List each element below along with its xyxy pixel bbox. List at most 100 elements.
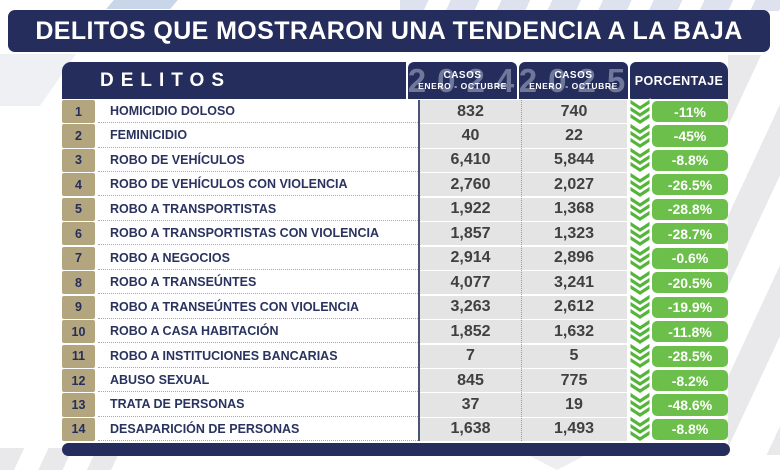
porcentaje-label: PORCENTAJE bbox=[634, 73, 724, 88]
row-number-badge: 12 bbox=[62, 368, 95, 393]
cases-2024-value: 845 bbox=[420, 368, 521, 393]
percentage-badge: -19.9% bbox=[652, 296, 728, 318]
cases-2024-value: 1,857 bbox=[420, 222, 521, 246]
cases-2024-value: 1,922 bbox=[420, 197, 521, 221]
percentage-badge: -8.8% bbox=[652, 418, 728, 440]
percentage-badge: -20.5% bbox=[652, 272, 728, 294]
crime-name: ROBO A TRANSPORTISTAS bbox=[98, 197, 420, 221]
trend-down-icon bbox=[627, 244, 652, 272]
cases-2025-value: 1,632 bbox=[521, 320, 627, 344]
trend-down-icon bbox=[627, 293, 652, 321]
crime-name: ROBO A TRANSEÚNTES CON VIOLENCIA bbox=[98, 295, 420, 319]
table-row: 3 ROBO DE VEHÍCULOS 6,410 5,844 -8.8% bbox=[62, 146, 728, 174]
row-number-badge: 6 bbox=[62, 222, 95, 246]
cases-2025-value: 5 bbox=[521, 344, 627, 368]
row-number-badge: 5 bbox=[62, 197, 95, 221]
cases-2025-value: 3,241 bbox=[521, 271, 627, 295]
trend-down-icon bbox=[627, 342, 652, 370]
table-row: 6 ROBO A TRANSPORTISTAS CON VIOLENCIA 1,… bbox=[62, 219, 728, 247]
trend-down-icon bbox=[627, 146, 652, 174]
column-header-casos-2025: 2025 CASOS ENERO - OCTUBRE bbox=[519, 62, 628, 99]
row-number-badge: 14 bbox=[62, 417, 95, 441]
cases-2025-value: 5,844 bbox=[521, 148, 627, 172]
table-row: 10 ROBO A CASA HABITACIÓN 1,852 1,632 -1… bbox=[62, 317, 728, 345]
percentage-badge: -28.8% bbox=[652, 198, 728, 220]
table-row: 4 ROBO DE VEHÍCULOS CON VIOLENCIA 2,760 … bbox=[62, 170, 728, 198]
table-row: 9 ROBO A TRANSEÚNTES CON VIOLENCIA 3,263… bbox=[62, 293, 728, 321]
crime-name: DESAPARICIÓN DE PERSONAS bbox=[98, 417, 420, 441]
diagonal-stripes-right bbox=[728, 55, 780, 455]
cases-2024-value: 40 bbox=[420, 124, 521, 148]
blue-stripe-top-left bbox=[106, 0, 178, 9]
percentage-badge: -26.5% bbox=[652, 174, 728, 196]
table-row: 1 HOMICIDIO DOLOSO 832 740 -11% bbox=[62, 97, 728, 125]
ghost-year-2024: 2024 bbox=[408, 62, 517, 99]
crime-name: ROBO A TRANSPORTISTAS CON VIOLENCIA bbox=[98, 222, 420, 246]
casos-label: CASOS bbox=[443, 70, 482, 81]
trend-down-icon bbox=[627, 317, 652, 345]
cases-2025-value: 19 bbox=[521, 393, 627, 417]
percentage-badge: -8.2% bbox=[652, 369, 728, 392]
cases-2025-value: 1,323 bbox=[521, 222, 627, 246]
divider-solid bbox=[418, 100, 420, 441]
casos-sublabel: ENERO - OCTUBRE bbox=[418, 81, 507, 91]
table-row: 8 ROBO A TRANSEÚNTES 4,077 3,241 -20.5% bbox=[62, 268, 728, 296]
row-number-badge: 9 bbox=[62, 295, 95, 319]
casos-label: CASOS bbox=[554, 70, 593, 81]
row-number-badge: 2 bbox=[62, 124, 95, 148]
crime-name: ROBO A CASA HABITACIÓN bbox=[98, 320, 420, 344]
row-number-badge: 3 bbox=[62, 148, 95, 172]
ghost-year-2025: 2025 bbox=[519, 62, 628, 99]
cases-2025-value: 775 bbox=[521, 368, 627, 393]
percentage-badge: -28.7% bbox=[652, 223, 728, 245]
cases-2024-value: 2,914 bbox=[420, 246, 521, 270]
table-row: 2 FEMINICIDIO 40 22 -45% bbox=[62, 122, 728, 150]
percentage-badge: -48.6% bbox=[652, 394, 728, 416]
crime-name: TRATA DE PERSONAS bbox=[98, 393, 420, 417]
page-title: DELITOS QUE MOSTRARON UNA TENDENCIA A LA… bbox=[35, 16, 743, 45]
table-row: 5 ROBO A TRANSPORTISTAS 1,922 1,368 -28.… bbox=[62, 195, 728, 223]
trend-down-icon bbox=[627, 219, 652, 247]
column-header-porcentaje: PORCENTAJE bbox=[630, 62, 728, 99]
percentage-badge: -28.5% bbox=[652, 345, 728, 367]
casos-sublabel: ENERO - OCTUBRE bbox=[529, 81, 618, 91]
cases-2025-value: 740 bbox=[521, 100, 627, 124]
column-header-delitos: DELITOS bbox=[62, 62, 406, 99]
cases-2024-value: 7 bbox=[420, 344, 521, 368]
cases-2025-value: 22 bbox=[521, 124, 627, 148]
percentage-badge: -8.8% bbox=[652, 149, 728, 171]
trend-down-icon bbox=[627, 97, 652, 125]
row-number-badge: 4 bbox=[62, 173, 95, 197]
crime-name: ABUSO SEXUAL bbox=[98, 368, 420, 393]
table-body: 1 HOMICIDIO DOLOSO 832 740 -11% 2 FEMINI… bbox=[62, 97, 728, 443]
row-number-badge: 7 bbox=[62, 246, 95, 270]
row-number-badge: 1 bbox=[62, 100, 95, 124]
row-number-badge: 11 bbox=[62, 344, 95, 368]
column-header-casos-2024: 2024 CASOS ENERO - OCTUBRE bbox=[408, 62, 517, 99]
cases-2024-value: 832 bbox=[420, 100, 521, 124]
crime-name: FEMINICIDIO bbox=[98, 124, 420, 148]
trend-down-icon bbox=[627, 391, 652, 419]
delitos-label: DELITOS bbox=[100, 69, 231, 91]
divider-dotted bbox=[521, 100, 522, 441]
percentage-badge: -11.8% bbox=[652, 321, 728, 343]
percentage-badge: -11% bbox=[652, 101, 728, 123]
trend-down-icon bbox=[627, 170, 652, 198]
percentage-badge: -0.6% bbox=[652, 247, 728, 269]
crime-name: HOMICIDIO DOLOSO bbox=[98, 100, 420, 124]
crime-name: ROBO DE VEHÍCULOS bbox=[98, 148, 420, 172]
cases-2025-value: 2,612 bbox=[521, 295, 627, 319]
cases-2025-value: 1,493 bbox=[521, 417, 627, 441]
percentage-badge: -45% bbox=[652, 125, 728, 147]
crime-name: ROBO A NEGOCIOS bbox=[98, 246, 420, 270]
title-bar: DELITOS QUE MOSTRARON UNA TENDENCIA A LA… bbox=[8, 10, 770, 52]
crime-name: ROBO A INSTITUCIONES BANCARIAS bbox=[98, 344, 420, 368]
trend-down-icon bbox=[627, 122, 652, 150]
table-row: 11 ROBO A INSTITUCIONES BANCARIAS 7 5 -2… bbox=[62, 342, 728, 370]
crime-name: ROBO A TRANSEÚNTES bbox=[98, 271, 420, 295]
cases-2024-value: 3,263 bbox=[420, 295, 521, 319]
diagonal-stripes-top-right bbox=[400, 0, 780, 11]
table-row: 14 DESAPARICIÓN DE PERSONAS 1,638 1,493 … bbox=[62, 415, 728, 443]
cases-2024-value: 37 bbox=[420, 393, 521, 417]
footer-bar bbox=[62, 443, 730, 456]
